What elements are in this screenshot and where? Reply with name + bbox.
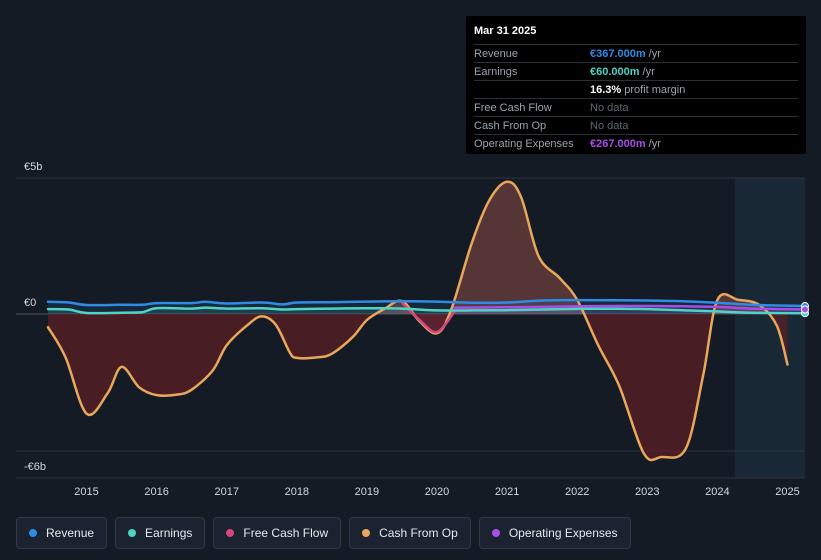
legend-label: Operating Expenses (508, 526, 618, 540)
tooltip-row-unit: profit margin (624, 83, 686, 96)
earnings-line (46, 306, 807, 315)
tooltip-row: Operating Expenses €267.000m/yr (474, 135, 798, 152)
tooltip-row: 16.3% profit margin (474, 81, 798, 99)
end-markers (801, 302, 809, 318)
tooltip-row-label: Cash From Op (474, 119, 547, 132)
legend: Revenue Earnings Free Cash Flow Cash From O… (16, 517, 631, 549)
legend-label: Free Cash Flow (243, 526, 329, 540)
legend-item-earnings[interactable]: Earnings (115, 517, 206, 549)
x-tick-label: 2020 (425, 486, 449, 498)
tooltip-row-value: €267.000m (590, 137, 646, 150)
free-cash-flow-line (400, 301, 456, 334)
x-tick-label: 2015 (74, 486, 98, 498)
x-tick-label: 2016 (144, 486, 168, 498)
tooltip-row: Free Cash Flow No data (474, 99, 798, 117)
legend-dot-icon (128, 529, 137, 537)
cash-from-op-area-negative (48, 314, 788, 460)
legend-dot-icon (362, 529, 371, 537)
y-axis: €5b €0 -€6b (24, 161, 46, 473)
tooltip-row-value: €367.000m (590, 47, 646, 60)
tooltip-row-label: Revenue (474, 47, 519, 60)
tooltip-row-unit: /yr (648, 47, 661, 60)
y-tick-label: €0 (24, 297, 36, 309)
tooltip-date: Mar 31 2025 (474, 23, 798, 45)
x-tick-label: 2018 (285, 486, 309, 498)
tooltip-row-label: Operating Expenses (474, 137, 574, 150)
x-axis: 2015 2016 2017 2018 2019 2020 2021 2022 2023 2024… (74, 486, 799, 498)
tooltip-row-value: €60.000m (590, 65, 640, 78)
legend-item-revenue[interactable]: Revenue (16, 517, 108, 549)
legend-label: Earnings (145, 526, 193, 540)
tooltip-row-unit: /yr (648, 137, 661, 150)
legend-dot-icon (29, 529, 37, 537)
tooltip-row: Revenue €367.000m/yr (474, 45, 798, 63)
tooltip-row: Earnings €60.000m/yr (474, 63, 798, 81)
legend-label: Revenue (46, 526, 95, 540)
y-tick-label: €5b (24, 161, 42, 173)
forecast-region (734, 178, 805, 478)
tooltip-row-unit: No data (590, 119, 629, 132)
legend-dot-icon (226, 529, 235, 537)
x-tick-label: 2019 (355, 486, 379, 498)
series-lines (46, 180, 807, 462)
tooltip-row-label: Free Cash Flow (474, 101, 552, 114)
revenue-line (46, 298, 807, 308)
x-tick-label: 2025 (775, 486, 799, 498)
operating-expenses-end-marker (801, 305, 809, 314)
legend-item-cash-from-op[interactable]: Cash From Op (349, 517, 471, 549)
legend-item-free-cash-flow[interactable]: Free Cash Flow (213, 517, 342, 549)
x-tick-label: 2017 (214, 486, 238, 498)
x-tick-label: 2021 (495, 486, 519, 498)
operating-expenses-line (453, 304, 807, 311)
free-cash-flow-area (402, 302, 455, 333)
tooltip-row-label: Earnings (474, 65, 518, 78)
legend-label: Cash From Op (379, 526, 458, 540)
legend-dot-icon (491, 529, 500, 537)
tooltip-row-unit: /yr (642, 65, 655, 78)
x-tick-label: 2022 (565, 486, 589, 498)
y-tick-label: -€6b (24, 461, 46, 473)
x-tick-label: 2024 (705, 486, 729, 498)
legend-item-operating-expenses[interactable]: Operating Expenses (478, 517, 631, 549)
tooltip: Mar 31 2025 Revenue €367.000m/yr Earnings €… (466, 16, 806, 154)
x-tick-label: 2023 (635, 486, 659, 498)
tooltip-row-unit: No data (590, 101, 629, 114)
tooltip-row: Cash From Op No data (474, 117, 798, 135)
tooltip-row-value: 16.3% (590, 83, 622, 96)
